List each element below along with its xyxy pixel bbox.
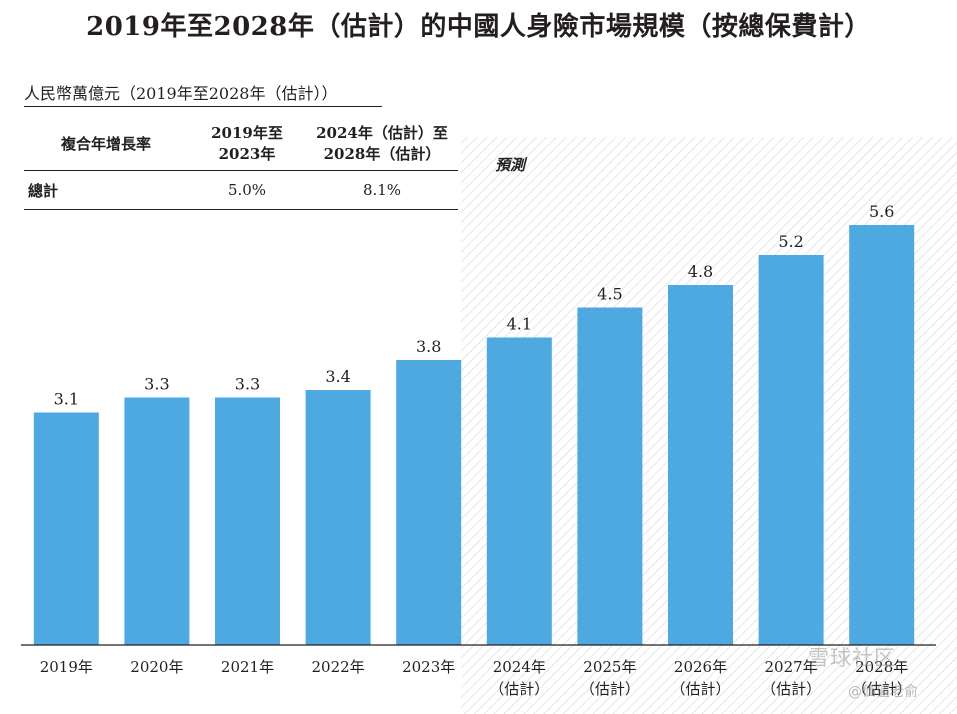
category-label-9: 2028年（估計）	[852, 658, 912, 698]
chart-title: 2019年至2028年（估計）的中國人身險市場規模（按總保費計）	[86, 12, 871, 42]
value-label-6: 4.5	[597, 285, 622, 304]
value-label-9: 5.6	[869, 202, 894, 221]
cagr-header-period-2: 2024年（估計）至 2028年（估計）	[306, 118, 458, 171]
category-label-3: 2022年	[312, 658, 365, 676]
cagr-row-label: 總計	[24, 170, 188, 210]
watermark-logo-text: 雪球社区	[808, 646, 896, 670]
bar-6	[577, 307, 643, 645]
category-label-7: 2026年（估計）	[670, 658, 730, 698]
value-label-7: 4.8	[688, 262, 713, 281]
cagr-row-total: 總計 5.0% 8.1%	[24, 170, 458, 210]
category-label-4: 2023年	[402, 658, 455, 676]
cagr-header-label: 複合年增長率	[24, 118, 188, 171]
category-label-1: 2020年	[130, 658, 183, 676]
bar-2	[215, 397, 280, 645]
cagr-value-2024-2028: 8.1%	[306, 170, 458, 210]
bar-9	[849, 225, 915, 645]
bar-1	[124, 397, 190, 645]
category-label-5: 2024年（估計）	[489, 658, 549, 698]
bar-3	[305, 390, 371, 645]
value-label-0: 3.1	[54, 390, 79, 409]
bar-0	[33, 412, 99, 645]
value-label-4: 3.8	[416, 337, 441, 356]
cagr-table: 複合年增長率 2019年至 2023年 2024年（估計）至 2028年（估計）…	[24, 118, 458, 210]
bar-8	[758, 255, 824, 645]
value-label-3: 3.4	[325, 367, 350, 386]
unit-underline	[24, 106, 382, 107]
cagr-header-period-1: 2019年至 2023年	[188, 118, 306, 171]
category-label-8: 2027年（估計）	[761, 658, 821, 698]
value-label-2: 3.3	[235, 375, 260, 394]
watermark-author: @価值老俞	[848, 684, 918, 700]
bar-5	[486, 337, 552, 645]
category-label-2: 2021年	[221, 658, 274, 676]
category-label-6: 2025年（估計）	[580, 658, 640, 698]
value-label-5: 4.1	[507, 315, 532, 334]
category-label-0: 2019年	[40, 658, 93, 676]
value-label-1: 3.3	[144, 375, 169, 394]
bar-4	[396, 360, 462, 645]
cagr-value-2019-2023: 5.0%	[188, 170, 306, 210]
bar-7	[668, 285, 733, 645]
forecast-label: 預測	[495, 156, 528, 174]
cagr-table-header: 複合年增長率 2019年至 2023年 2024年（估計）至 2028年（估計）	[24, 118, 458, 171]
value-label-8: 5.2	[778, 232, 803, 251]
unit-label: 人民幣萬億元（2019年至2028年（估計））	[24, 84, 338, 103]
